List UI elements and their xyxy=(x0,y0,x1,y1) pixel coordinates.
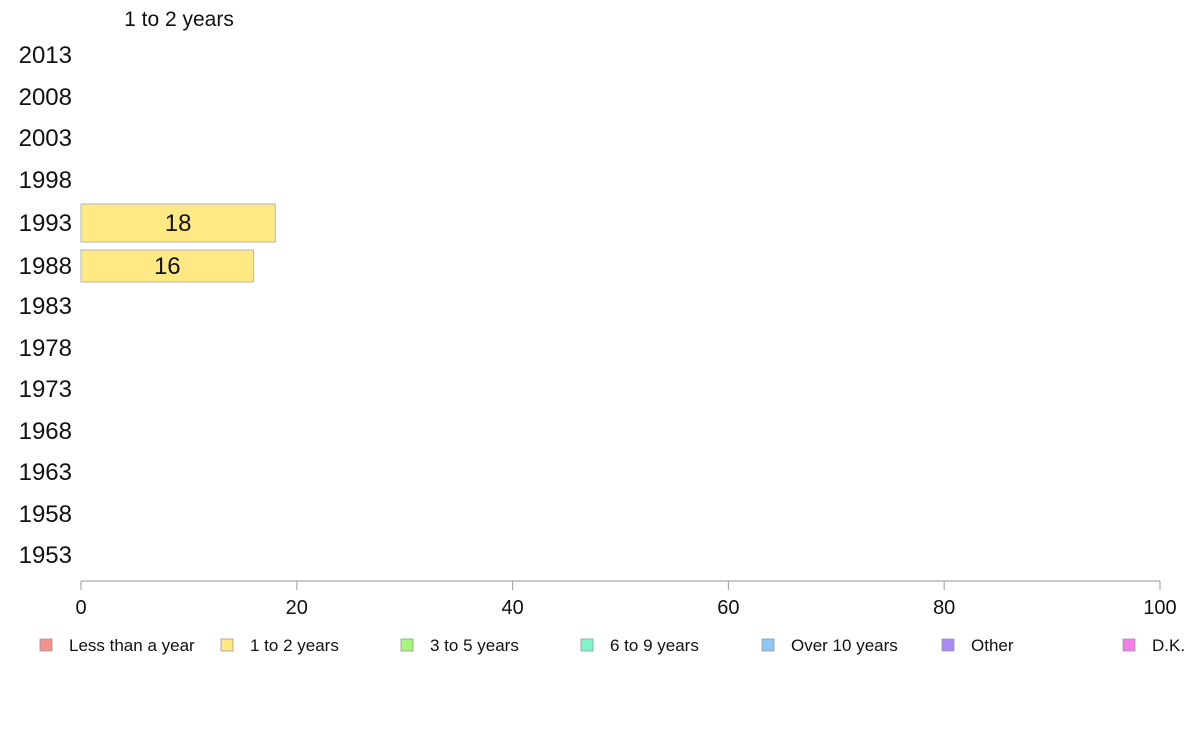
year-axis: 2013 2008 2003 1998 1993 1988 1983 1978 1973 1968… xyxy=(19,42,72,569)
year-label-2008: 2008 xyxy=(19,84,72,111)
year-label-1978: 1978 xyxy=(19,335,72,362)
panel-title: 1 to 2 years xyxy=(124,8,234,31)
legend-swatch-1 xyxy=(39,638,53,652)
bar-value-label-1988: 16 xyxy=(154,253,181,280)
legend-label-7: D.K. xyxy=(1152,636,1185,655)
year-label-1958: 1958 xyxy=(19,501,72,528)
year-label-1953: 1953 xyxy=(19,542,72,569)
legend-label-1: Less than a year xyxy=(69,636,195,655)
year-label-2013: 2013 xyxy=(19,42,72,69)
legend-swatch-2 xyxy=(220,638,234,652)
year-label-1973: 1973 xyxy=(19,376,72,403)
year-label-2003: 2003 xyxy=(19,125,72,152)
year-label-1993: 1993 xyxy=(19,210,72,237)
year-label-1988: 1988 xyxy=(19,253,72,280)
legend-label-4: 6 to 9 years xyxy=(610,636,699,655)
legend-label-3: 3 to 5 years xyxy=(430,636,519,655)
x-tick-label-60: 60 xyxy=(717,597,739,619)
year-label-1968: 1968 xyxy=(19,418,72,445)
legend-label-2: 1 to 2 years xyxy=(250,636,339,655)
x-tick-label-40: 40 xyxy=(501,597,523,619)
legend-swatch-7 xyxy=(1122,638,1136,652)
year-label-1983: 1983 xyxy=(19,293,72,320)
bar-1993 xyxy=(80,203,276,243)
x-tick-label-0: 0 xyxy=(75,597,86,619)
x-axis: 0 20 40 60 80 100 xyxy=(75,580,1177,619)
year-label-1963: 1963 xyxy=(19,459,72,486)
x-tick-label-100: 100 xyxy=(1143,597,1176,619)
legend-label-5: Over 10 years xyxy=(791,636,898,655)
legend-swatch-3 xyxy=(400,638,414,652)
legend-swatch-5 xyxy=(761,638,775,652)
bar-1988 xyxy=(80,249,255,283)
legend-swatch-4 xyxy=(580,638,594,652)
x-tick-label-80: 80 xyxy=(933,597,955,619)
x-tick-label-20: 20 xyxy=(286,597,308,619)
year-label-1998: 1998 xyxy=(19,167,72,194)
legend-label-6: Other xyxy=(971,636,1014,655)
legend-swatch-6 xyxy=(941,638,955,652)
legend: Less than a year 1 to 2 years 3 to 5 years… xyxy=(39,636,1185,655)
bar-value-label-1993: 18 xyxy=(165,210,192,237)
